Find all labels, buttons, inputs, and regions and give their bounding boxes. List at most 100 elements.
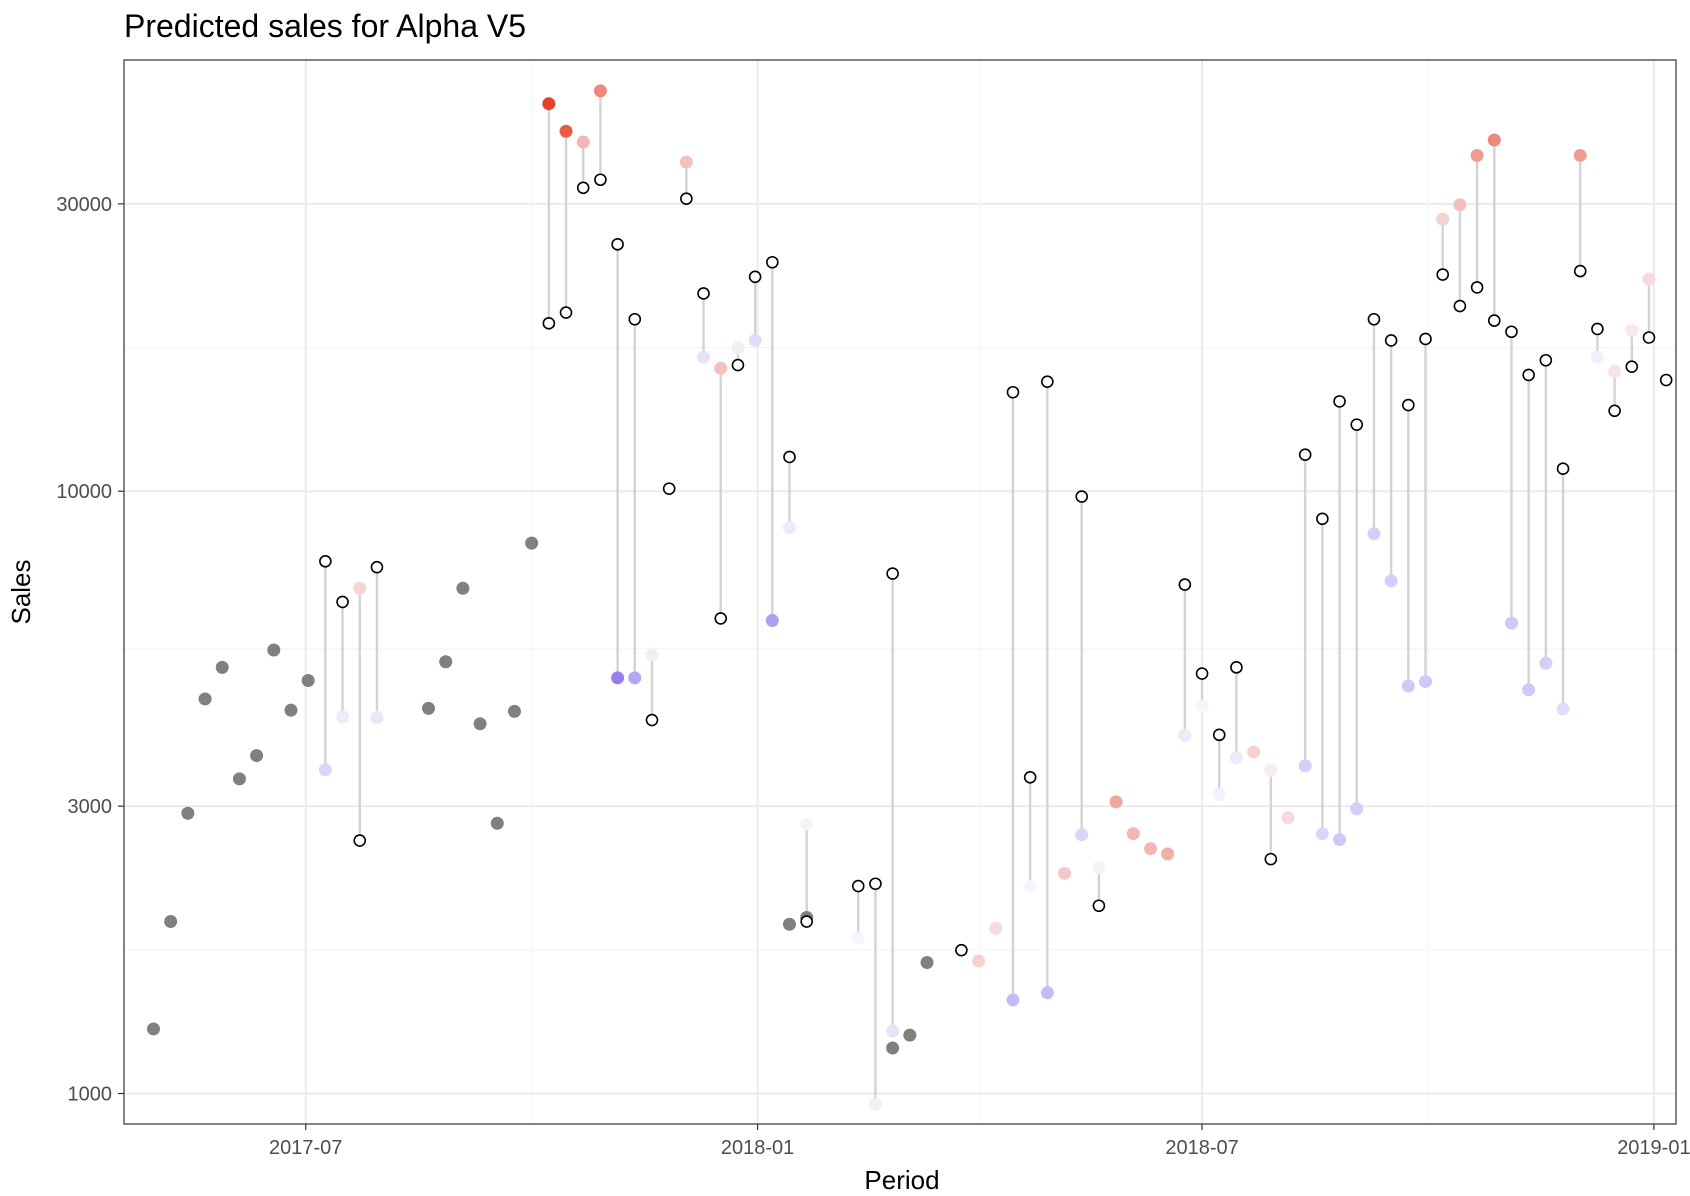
actual-point	[1642, 331, 1656, 344]
actual-point	[1178, 578, 1192, 591]
predicted-point	[1419, 675, 1433, 689]
actual-point	[1591, 322, 1604, 336]
actual-point	[1419, 332, 1432, 346]
predicted-point	[972, 954, 986, 968]
actual-point	[1264, 852, 1278, 866]
actual-point	[1625, 360, 1639, 373]
actual-point	[611, 238, 624, 251]
y-axis: 1000 3000 10000 30000	[56, 194, 124, 1106]
predicted-point	[336, 710, 350, 724]
y-tick-label: 3000	[68, 796, 113, 818]
predicted-point	[1212, 787, 1226, 801]
predicted-point	[697, 350, 711, 364]
predicted-point	[1315, 827, 1329, 841]
actual-point	[576, 181, 590, 195]
actual-point	[1659, 373, 1673, 387]
history-point	[181, 806, 195, 820]
history-points	[146, 536, 934, 1055]
predicted-point	[628, 671, 642, 685]
predicted-point	[1247, 745, 1261, 759]
history-point	[920, 956, 934, 970]
predicted-point	[1608, 365, 1622, 379]
actual-point	[662, 482, 676, 495]
actual-point	[542, 317, 556, 330]
actual-point	[336, 595, 349, 609]
history-point	[456, 581, 470, 595]
predicted-point	[1470, 148, 1484, 162]
actual-point	[628, 312, 642, 326]
actual-point	[1333, 395, 1346, 408]
history-point	[525, 536, 539, 550]
plot-background	[124, 60, 1676, 1124]
x-tick-label: 2018-01	[721, 1137, 794, 1159]
predicted-point	[1023, 879, 1037, 893]
actual-point	[697, 287, 710, 300]
predicted-points	[318, 84, 1656, 1111]
predicted-point	[611, 671, 625, 685]
actual-point	[714, 612, 728, 625]
history-point	[886, 1041, 900, 1055]
actual-point	[851, 879, 865, 893]
actual-point	[1298, 448, 1312, 461]
actual-point	[766, 255, 779, 269]
history-point	[439, 655, 453, 669]
predicted-point	[1058, 866, 1072, 880]
predicted-point	[765, 614, 779, 628]
y-tick-label: 10000	[56, 481, 112, 503]
history-point	[903, 1028, 917, 1042]
x-tick-label: 2018-07	[1165, 1137, 1238, 1159]
predicted-point	[1092, 861, 1106, 875]
actual-point	[645, 713, 659, 727]
actual-point	[1316, 512, 1329, 526]
predicted-point	[714, 361, 728, 375]
predicted-point	[782, 521, 796, 535]
history-point	[473, 717, 487, 731]
y-tick-label: 1000	[68, 1084, 113, 1106]
actual-point	[1041, 375, 1054, 389]
x-axis: 2017-07 2018-01 2018-07 2019-01	[269, 1124, 1690, 1159]
x-tick-label: 2019-01	[1617, 1137, 1690, 1159]
actual-point	[1556, 462, 1570, 475]
predicted-point	[353, 581, 367, 595]
history-point	[782, 917, 796, 931]
predicted-point	[1522, 683, 1536, 697]
actual-point	[594, 173, 607, 187]
predicted-point	[1573, 148, 1587, 162]
predicted-point	[1625, 323, 1639, 337]
plot-panel-border	[123, 59, 1677, 1125]
predicted-point	[1161, 847, 1175, 861]
actual-point	[1453, 299, 1467, 313]
predicted-point	[1178, 729, 1192, 743]
actual-point	[1384, 334, 1398, 347]
actual-points	[319, 173, 1673, 957]
actual-point	[748, 270, 762, 284]
predicted-point	[1487, 133, 1501, 147]
actual-point	[783, 450, 796, 464]
predicted-point	[645, 648, 659, 662]
predicted-point	[1384, 574, 1398, 588]
actual-point	[1230, 661, 1243, 674]
actual-point	[1075, 490, 1089, 503]
history-point	[198, 692, 212, 706]
history-point	[215, 660, 229, 674]
actual-point	[1522, 368, 1535, 382]
predicted-point	[576, 135, 590, 149]
predicted-point	[1333, 833, 1347, 847]
predicted-point	[559, 124, 573, 138]
actual-point	[1470, 281, 1484, 294]
actual-point	[800, 915, 813, 928]
predicted-point	[1453, 198, 1467, 212]
actual-point	[1195, 667, 1209, 680]
history-point	[507, 704, 521, 718]
predicted-point	[851, 931, 865, 945]
predicted-point	[1143, 842, 1157, 856]
prediction-segments	[324, 90, 1651, 1105]
predicted-point	[1109, 795, 1123, 809]
actual-point	[559, 306, 573, 319]
predicted-point	[1556, 702, 1570, 716]
actual-point	[731, 358, 745, 372]
actual-point	[1539, 353, 1553, 367]
predicted-point	[318, 763, 332, 777]
actual-point	[370, 560, 384, 574]
predicted-point	[1642, 272, 1656, 286]
